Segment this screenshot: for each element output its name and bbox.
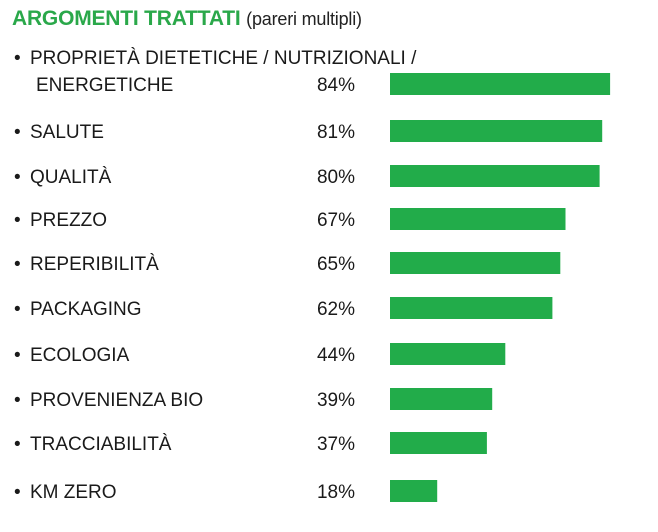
- bullet-2: •: [14, 167, 21, 188]
- category-label-1: SALUTE: [30, 122, 104, 143]
- bar-8: [390, 432, 487, 454]
- bullet-5: •: [14, 299, 21, 320]
- category-label-9: KM ZERO: [30, 482, 117, 503]
- category-label-5: PACKAGING: [30, 299, 142, 320]
- category-label-3: PREZZO: [30, 210, 107, 231]
- value-label-3: 67%: [317, 210, 355, 231]
- title-subtitle: (pareri multipli): [246, 9, 362, 29]
- value-label-6: 44%: [317, 345, 355, 366]
- category-label-2: QUALITÀ: [30, 167, 112, 188]
- category-label-6: ECOLOGIA: [30, 345, 130, 366]
- bar-0: [390, 73, 611, 95]
- bar-3: [390, 208, 566, 230]
- bar-7: [390, 388, 493, 410]
- bullet-3: •: [14, 210, 21, 231]
- bar-6: [390, 343, 506, 365]
- value-label-5: 62%: [317, 299, 355, 320]
- bullet-8: •: [14, 434, 21, 455]
- value-label-2: 80%: [317, 167, 355, 188]
- category-label-4: REPERIBILITÀ: [30, 254, 159, 275]
- value-label-8: 37%: [317, 434, 355, 455]
- bullet-1: •: [14, 122, 21, 143]
- title-main: ARGOMENTI TRATTATI: [12, 7, 241, 30]
- value-label-1: 81%: [317, 122, 355, 143]
- category-label-7: PROVENIENZA BIO: [30, 390, 203, 411]
- category-label-8: TRACCIABILITÀ: [30, 434, 172, 455]
- bullet-9: •: [14, 482, 21, 503]
- bullet-6: •: [14, 345, 21, 366]
- bullet-4: •: [14, 254, 21, 275]
- value-label-7: 39%: [317, 390, 355, 411]
- bullet-0: •: [14, 48, 21, 69]
- bar-4: [390, 252, 561, 274]
- bar-5: [390, 297, 553, 319]
- value-label-0: 84%: [317, 75, 355, 96]
- bar-2: [390, 165, 600, 187]
- category-label-0-line-1: ENERGETICHE: [36, 75, 173, 96]
- bar-9: [390, 480, 438, 502]
- category-label-0-line-0: PROPRIETÀ DIETETICHE / NUTRIZIONALI /: [30, 48, 417, 69]
- bar-1: [390, 120, 603, 142]
- chart-title: ARGOMENTI TRATTATI (pareri multipli): [12, 6, 362, 32]
- value-label-9: 18%: [317, 482, 355, 503]
- bullet-7: •: [14, 390, 21, 411]
- value-label-4: 65%: [317, 254, 355, 275]
